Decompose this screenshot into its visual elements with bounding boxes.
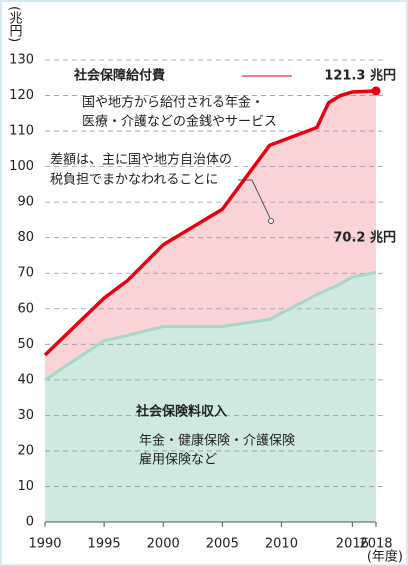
x-tick-label: 2000 bbox=[147, 537, 180, 552]
y-tick-label: 0 bbox=[26, 515, 34, 530]
y-tick-label: 110 bbox=[9, 124, 34, 139]
end-dot bbox=[371, 86, 381, 96]
y-tick-label: 100 bbox=[9, 159, 34, 174]
note: 差額は、主に国や地方自治体の bbox=[50, 152, 232, 168]
y-tick-label: 70 bbox=[17, 266, 34, 281]
x-tick-label: 2018 bbox=[359, 537, 392, 552]
y-tick-label: 80 bbox=[17, 230, 34, 245]
note: 国や地方から給付される年金・ bbox=[82, 95, 264, 111]
x-tick-label: 1995 bbox=[88, 537, 121, 552]
leader-dot bbox=[268, 218, 274, 224]
note: 雇用保険など bbox=[139, 452, 217, 468]
benefit-line bbox=[43, 89, 377, 357]
premium-line bbox=[44, 271, 377, 382]
x-tick-label: 1990 bbox=[28, 537, 61, 552]
premium-area bbox=[45, 272, 376, 522]
y-tick-label: 60 bbox=[17, 301, 34, 316]
y-tick-label: 120 bbox=[9, 88, 34, 103]
y-tick-label: 20 bbox=[17, 443, 34, 458]
y-tick-label: 50 bbox=[17, 337, 34, 352]
x-tick-label: 2016 bbox=[336, 537, 369, 552]
end-label: 70.2 兆円 bbox=[333, 230, 396, 246]
note: 医療・介護などの金銭やサービス bbox=[82, 114, 277, 130]
series-title: 社会保険料収入 bbox=[135, 404, 227, 420]
y-tick-label: 10 bbox=[17, 479, 34, 494]
x-tick-label: 2005 bbox=[206, 537, 239, 552]
series-title: 社会保障給付費 bbox=[73, 68, 165, 84]
y-tick-label: 30 bbox=[17, 408, 34, 423]
note: 年金・健康保険・介護保険 bbox=[139, 433, 295, 449]
y-unit: (兆円) bbox=[7, 6, 23, 42]
x-tick-label: 2010 bbox=[265, 537, 298, 552]
y-tick-label: 90 bbox=[17, 195, 34, 210]
note: 税負担でまかなわれることに bbox=[50, 173, 218, 188]
x-unit: (年度) bbox=[367, 549, 403, 565]
y-tick-label: 40 bbox=[17, 372, 34, 387]
gap-area bbox=[45, 90, 376, 380]
leader bbox=[238, 179, 271, 219]
y-tick-label: 130 bbox=[9, 53, 34, 68]
end-label: 121.3 兆円 bbox=[324, 68, 396, 84]
